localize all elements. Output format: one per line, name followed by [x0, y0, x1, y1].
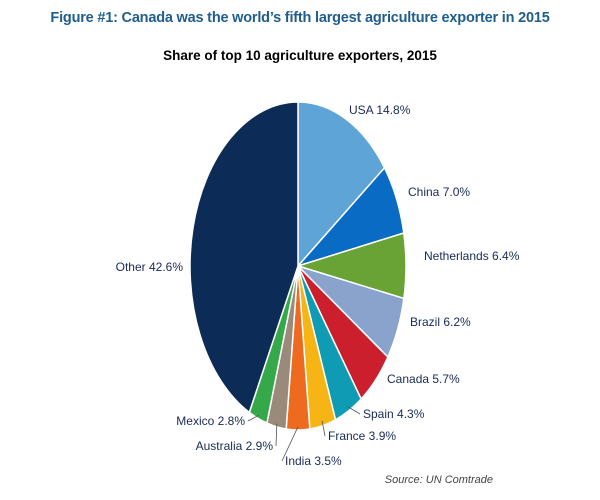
chart-title: Share of top 10 agriculture exporters, 2…	[163, 48, 437, 63]
figure-title: Figure #1: Canada was the world’s fifth …	[50, 10, 550, 26]
slice-label-canada: Canada 5.7%	[387, 372, 460, 386]
leader-line-france	[321, 420, 326, 437]
slice-label-australia: Australia 2.9%	[196, 439, 274, 453]
source-note: Source: UN Comtrade	[384, 474, 493, 486]
slice-label-mexico: Mexico 2.8%	[176, 414, 245, 428]
slice-label-other: Other 42.6%	[116, 260, 184, 274]
pie-slice-other	[189, 101, 299, 414]
slice-label-brazil: Brazil 6.2%	[410, 315, 471, 329]
leader-line-australia	[275, 423, 278, 447]
leader-line-spain	[347, 406, 361, 415]
slice-label-usa: USA 14.8%	[349, 103, 411, 117]
slice-label-india: India 3.5%	[285, 454, 342, 468]
leader-line-mexico	[247, 414, 259, 422]
leader-line-india	[281, 426, 299, 462]
slice-label-france: France 3.9%	[328, 429, 396, 443]
slice-label-spain: Spain 4.3%	[363, 407, 425, 421]
pie-slice-usa	[297, 101, 386, 268]
slice-label-china: China 7.0%	[408, 185, 470, 199]
slice-label-netherlands: Netherlands 6.4%	[424, 249, 520, 263]
